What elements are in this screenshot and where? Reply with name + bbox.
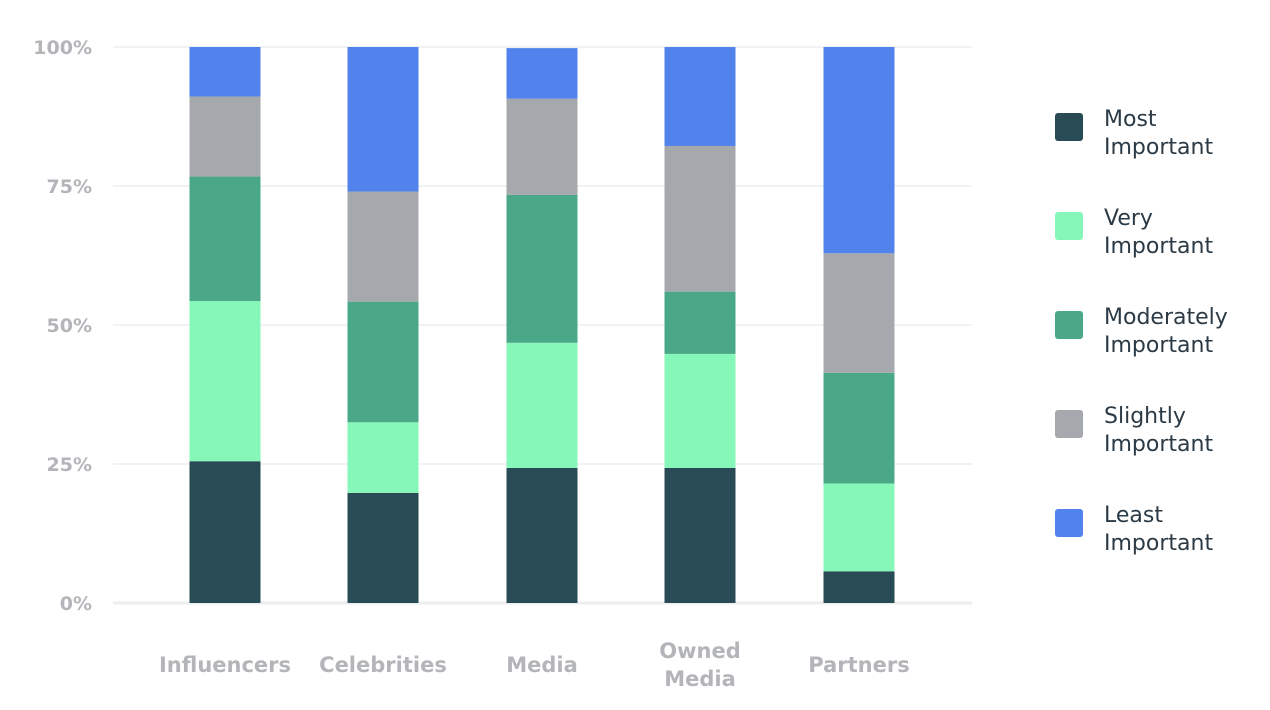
bar-segment — [823, 571, 895, 603]
legend: Most Important Very Important Moderately Impo… — [1055, 100, 1265, 595]
legend-label-line: Important — [1104, 432, 1214, 457]
bar-segment — [347, 301, 419, 423]
bar-segment — [347, 422, 419, 493]
x-tick-label-line: Owned — [659, 639, 740, 663]
x-tick-label-line: Influencers — [159, 653, 291, 677]
legend-swatch — [1055, 113, 1083, 141]
legend-label-line: Very — [1104, 206, 1153, 231]
legend-item: Slightly Important — [1055, 397, 1265, 496]
legend-label: Slightly Important — [1104, 403, 1264, 459]
bar-segment — [823, 483, 895, 572]
legend-label-line: Important — [1104, 234, 1214, 259]
bar-stack — [347, 47, 419, 603]
y-tick-label: 25% — [47, 454, 92, 476]
x-tick-label-line: Media — [506, 653, 578, 677]
stacked-bar-chart: 0% 25% 50% 75% 100% Influencers Celebrities Me… — [33, 37, 972, 691]
bar-segment — [823, 372, 895, 484]
bar-segment — [823, 47, 895, 254]
legend-label-line: Important — [1104, 135, 1214, 160]
legend-label: Least Important — [1104, 502, 1264, 558]
bar-segment — [506, 48, 578, 99]
bar-segment — [664, 145, 736, 292]
legend-label-line: Most — [1104, 107, 1157, 132]
y-tick-label: 50% — [47, 315, 92, 337]
x-tick-label: Celebrities — [319, 653, 447, 677]
x-tick-label: Influencers — [159, 653, 291, 677]
bar-segment — [664, 291, 736, 354]
x-tick-label-line: Celebrities — [319, 653, 447, 677]
legend-label-line: Important — [1104, 333, 1214, 358]
y-tick-label: 0% — [60, 593, 92, 615]
x-tick-label: Media — [506, 653, 578, 677]
legend-label-line: Important — [1104, 531, 1214, 556]
bar-stack — [664, 47, 736, 603]
bar-segment — [189, 176, 261, 302]
bar-segment — [347, 47, 419, 192]
legend-label: Most Important — [1104, 106, 1264, 162]
legend-label-line: Slightly — [1104, 404, 1186, 429]
bar-segment — [189, 461, 261, 603]
bar-segment — [506, 194, 578, 343]
legend-label-line: Least — [1104, 503, 1163, 528]
y-tick-label: 100% — [33, 37, 92, 59]
bar-stack — [189, 47, 261, 603]
legend-item: Least Important — [1055, 496, 1265, 595]
bar-segment — [823, 253, 895, 373]
bar-segment — [664, 47, 736, 146]
bar-segment — [664, 467, 736, 603]
bar-stack — [506, 48, 578, 603]
legend-label: Moderately Important — [1104, 304, 1264, 360]
bar-segment — [347, 191, 419, 302]
bar-segment — [347, 492, 419, 603]
y-tick-label: 75% — [47, 176, 92, 198]
legend-swatch — [1055, 212, 1083, 240]
x-tick-label-line: Media — [664, 667, 736, 691]
legend-label-line: Moderately — [1104, 305, 1228, 330]
bar-segment — [506, 98, 578, 195]
legend-swatch — [1055, 410, 1083, 438]
bar-segment — [189, 96, 261, 177]
bar-segment — [664, 353, 736, 468]
legend-label: Very Important — [1104, 205, 1264, 261]
y-axis-ticks: 0% 25% 50% 75% 100% — [33, 37, 92, 615]
legend-item: Very Important — [1055, 199, 1265, 298]
x-axis-ticks: Influencers Celebrities Media Owned Media Par… — [159, 639, 910, 691]
bar-segment — [189, 301, 261, 462]
bar-segment — [506, 342, 578, 468]
bar-segment — [506, 467, 578, 603]
x-tick-label: Partners — [808, 653, 909, 677]
bar-stack — [823, 47, 895, 603]
bar-segment — [189, 47, 261, 97]
legend-item: Moderately Important — [1055, 298, 1265, 397]
x-tick-label: Owned Media — [659, 639, 740, 691]
legend-swatch — [1055, 311, 1083, 339]
legend-swatch — [1055, 509, 1083, 537]
bars — [189, 47, 895, 603]
legend-item: Most Important — [1055, 100, 1265, 199]
x-tick-label-line: Partners — [808, 653, 909, 677]
